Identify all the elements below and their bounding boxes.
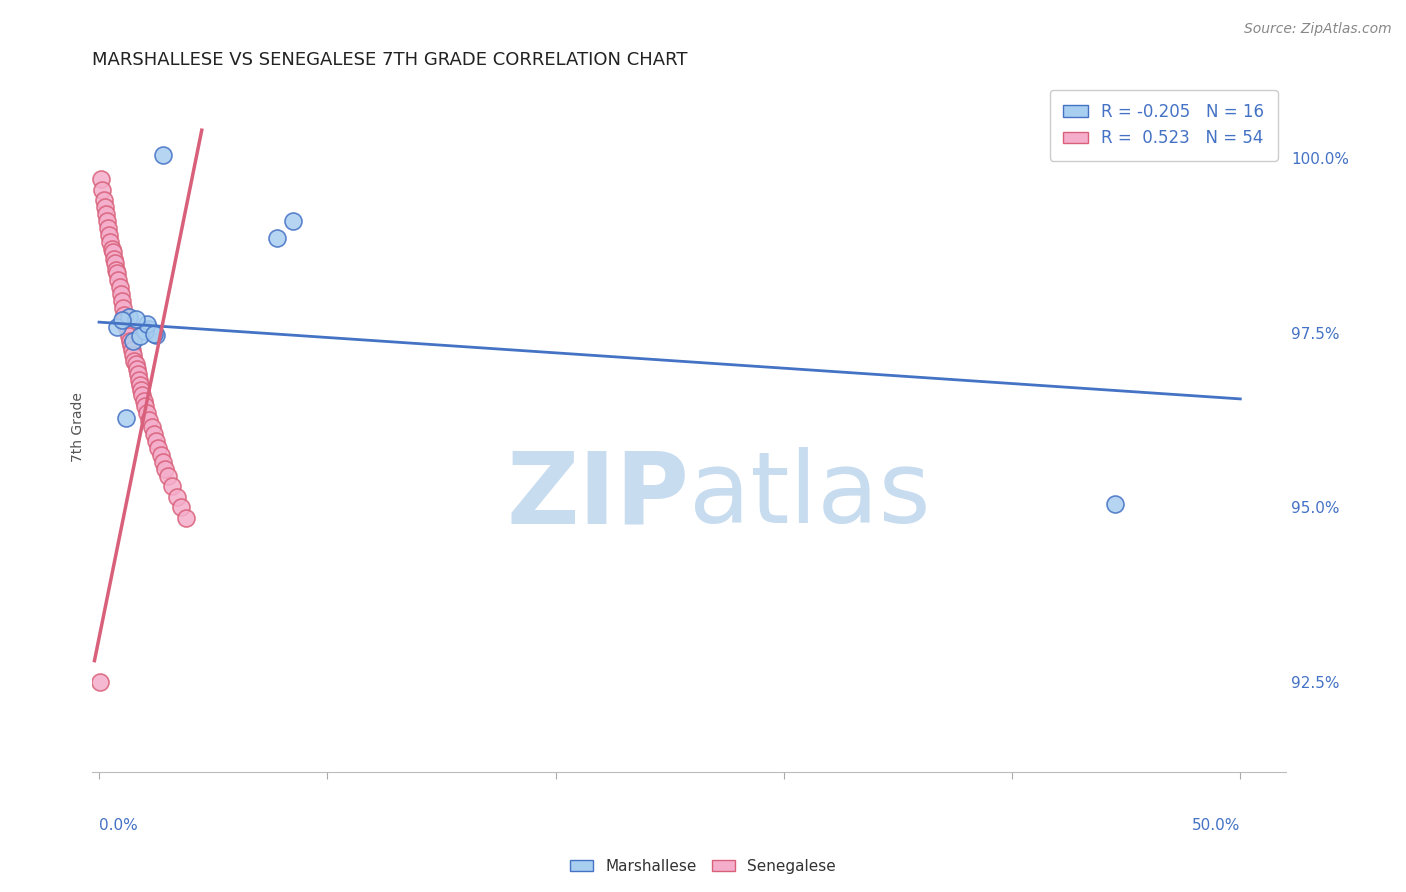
Text: 50.0%: 50.0% [1192,818,1240,832]
Point [145,328,167,343]
Point [148,441,170,455]
Point [124,353,146,368]
Point [160,479,183,493]
Point [155,461,177,475]
Point [166,490,188,504]
Point [131,388,153,402]
Point [121,343,143,357]
Legend: Marshallese, Senegalese: Marshallese, Senegalese [564,853,842,880]
Point [132,394,155,409]
Point [122,334,145,348]
Point [101,245,124,260]
Point [90,172,112,186]
Point [107,273,129,287]
Point [152,455,174,469]
Point [115,410,138,425]
Text: Source: ZipAtlas.com: Source: ZipAtlas.com [1244,22,1392,37]
Y-axis label: 7th Grade: 7th Grade [72,392,86,462]
Point [134,399,156,413]
Point [110,287,132,301]
Point [97,221,120,235]
Point [122,348,145,362]
Point [134,324,156,338]
Point [152,147,174,161]
Point [129,378,152,392]
Point [93,200,115,214]
Point [118,329,141,343]
Point [117,324,139,338]
Point [111,313,134,327]
Point [120,338,142,352]
Point [108,280,131,294]
Point [149,448,172,462]
Point [104,256,127,270]
Point [94,207,117,221]
Point [129,329,152,343]
Point [141,420,163,434]
Point [103,252,125,267]
Legend: R = -0.205   N = 16, R =  0.523   N = 54: R = -0.205 N = 16, R = 0.523 N = 54 [1050,90,1278,161]
Point [114,313,136,327]
Point [118,334,141,348]
Point [93,193,115,207]
Text: 0.0%: 0.0% [98,818,138,832]
Point [136,406,159,420]
Point [96,214,118,228]
Point [170,500,193,514]
Point [105,262,128,277]
Point [281,214,304,228]
Point [105,266,128,280]
Point [1104,497,1126,511]
Point [112,308,135,322]
Point [100,235,122,249]
Point [142,426,165,441]
Point [124,311,146,326]
Point [124,357,146,371]
Point [100,242,122,256]
Point [111,301,134,315]
Text: ZIP: ZIP [506,448,689,544]
Point [98,227,121,242]
Point [129,383,152,397]
Point [138,413,160,427]
Point [266,231,288,245]
Text: atlas: atlas [689,448,931,544]
Point [128,373,150,387]
Point [91,182,114,196]
Point [142,326,165,341]
Point [156,468,179,483]
Point [174,510,197,524]
Point [111,294,134,309]
Point [136,317,159,331]
Text: MARSHALLESE VS SENEGALESE 7TH GRADE CORRELATION CHART: MARSHALLESE VS SENEGALESE 7TH GRADE CORR… [93,51,688,69]
Point [118,310,141,325]
Point [89,674,111,689]
Point [127,368,149,382]
Point [138,322,160,336]
Point [105,320,128,334]
Point [145,434,167,448]
Point [125,362,148,376]
Point [115,318,138,333]
